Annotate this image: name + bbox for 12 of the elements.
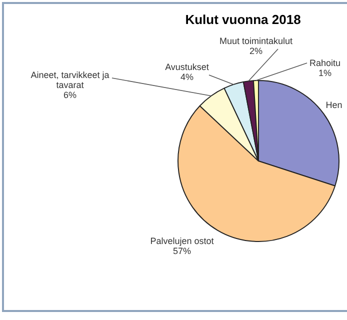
slice-label: Aineet, tarvikkeet ja tavarat <box>30 70 110 90</box>
data-label: 57% <box>172 246 192 256</box>
slice-label: Muut toimintakulut <box>219 36 294 46</box>
slice-label: Hen <box>326 100 342 110</box>
data-label: 4% <box>180 72 194 82</box>
slice-label: Rahoitu <box>309 58 341 68</box>
slice-label: Palvelujen ostot <box>150 236 214 246</box>
slice-label: Avustukset <box>165 62 210 72</box>
data-label: 1% <box>318 68 332 78</box>
chart-title: Kulut vuonna 2018 <box>185 12 301 27</box>
data-label: 2% <box>249 46 263 56</box>
data-label: 6% <box>63 90 77 100</box>
